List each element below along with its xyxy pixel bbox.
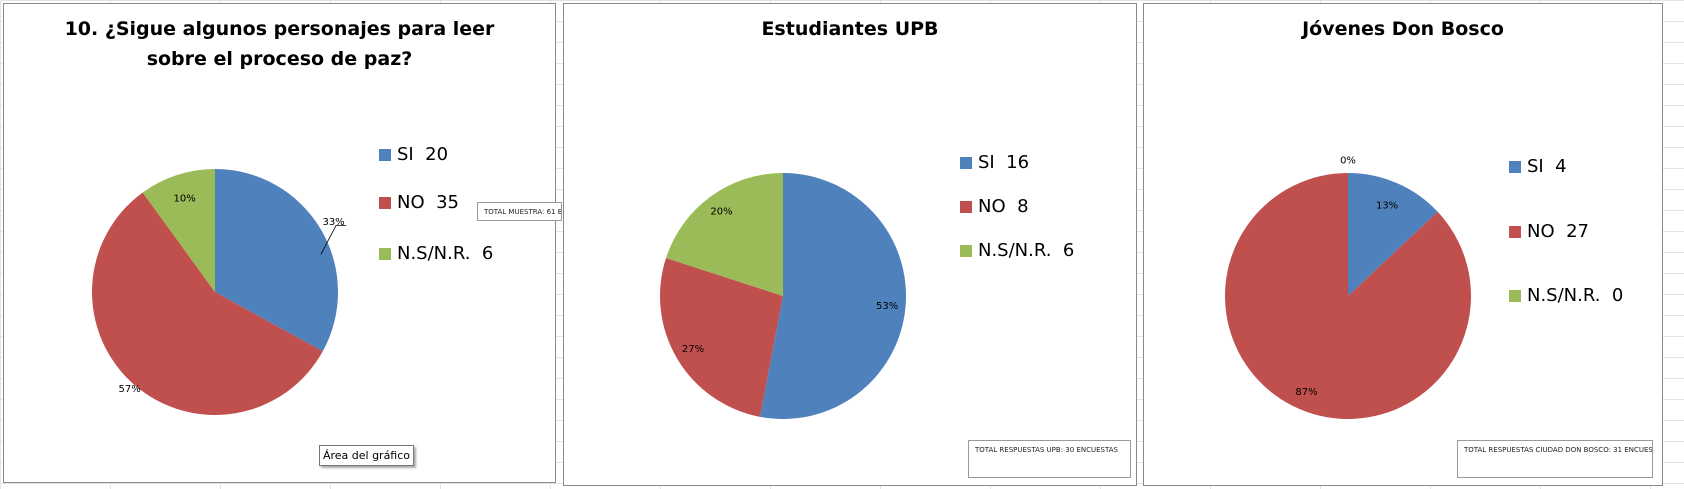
data-label: 53% bbox=[876, 301, 898, 312]
legend-entry: N.S/N.R. 6 bbox=[397, 243, 493, 264]
legend-swatch bbox=[960, 245, 972, 257]
legend-swatch bbox=[1509, 161, 1521, 173]
chart-title: 10. ¿Sigue algunos personajes para leer … bbox=[4, 14, 555, 74]
chart: 53% SI 16 27% NO 8 20% N.S/N.R. 6 bbox=[660, 152, 1074, 419]
legend-swatch bbox=[379, 149, 391, 161]
pie-slice bbox=[142, 169, 215, 292]
pie-slice bbox=[666, 173, 783, 296]
legend-entry: SI 16 bbox=[978, 152, 1029, 173]
legend-swatch bbox=[1509, 290, 1521, 302]
legend-entry: N.S/N.R. 6 bbox=[978, 240, 1074, 261]
data-label: 57% bbox=[118, 384, 140, 395]
chart-area[interactable]: Jóvenes Don Bosco 13% SI 4 87% NO 27 0% N.S/N… bbox=[1143, 3, 1663, 486]
chart: 33% SI 20 57% NO 35 10% N.S/N.R. 6 bbox=[92, 144, 493, 415]
total-note[interactable]: TOTAL RESPUESTAS UPB: 30 ENCUESTAS bbox=[968, 440, 1131, 478]
pie-slice bbox=[759, 173, 907, 419]
title-text: 10. ¿Sigue algunos personajes para leer … bbox=[64, 18, 495, 70]
data-label: 27% bbox=[682, 344, 704, 355]
title-text: Jóvenes Don Bosco bbox=[1302, 18, 1504, 40]
total-note[interactable]: TOTAL RESPUESTAS CIUDAD DON BOSCO: 31 EN… bbox=[1457, 440, 1653, 478]
data-label: 20% bbox=[710, 206, 732, 217]
pie-slice bbox=[92, 192, 323, 415]
data-label: 13% bbox=[1376, 201, 1398, 212]
data-label: 10% bbox=[173, 193, 195, 204]
pie-slice bbox=[1225, 173, 1471, 419]
legend-swatch bbox=[379, 248, 391, 260]
legend-swatch bbox=[960, 157, 972, 169]
data-label: 33% bbox=[322, 217, 344, 228]
legend-entry: NO 27 bbox=[1527, 221, 1589, 242]
pie-slice bbox=[1348, 173, 1438, 296]
legend-entry: SI 4 bbox=[1527, 156, 1567, 177]
legend-entry: NO 35 bbox=[397, 192, 459, 213]
pie-slice bbox=[660, 257, 783, 417]
chart-area[interactable]: 10. ¿Sigue algunos personajes para leer … bbox=[3, 3, 556, 483]
chart: 13% SI 4 87% NO 27 0% N.S/N.R. 0 bbox=[1225, 156, 1623, 419]
leader-line bbox=[320, 224, 347, 255]
data-label: 0% bbox=[1340, 156, 1356, 167]
tooltip: Área del gráfico bbox=[319, 445, 414, 466]
data-label: 87% bbox=[1295, 387, 1317, 398]
total-note[interactable]: TOTAL MUESTRA: 61 E bbox=[477, 202, 562, 221]
legend-swatch bbox=[960, 201, 972, 213]
legend-swatch bbox=[379, 197, 391, 209]
legend-swatch bbox=[1509, 226, 1521, 238]
legend-entry: N.S/N.R. 0 bbox=[1527, 285, 1623, 306]
title-text: Estudiantes UPB bbox=[761, 18, 939, 40]
chart-title: Jóvenes Don Bosco bbox=[1144, 14, 1662, 44]
chart-area[interactable]: Estudiantes UPB 53% SI 16 27% NO 8 20% N.S/N.… bbox=[563, 3, 1137, 486]
chart-title: Estudiantes UPB bbox=[564, 14, 1136, 44]
pie-slice bbox=[215, 169, 338, 352]
legend-entry: NO 8 bbox=[978, 196, 1029, 217]
legend-entry: SI 20 bbox=[397, 144, 448, 165]
